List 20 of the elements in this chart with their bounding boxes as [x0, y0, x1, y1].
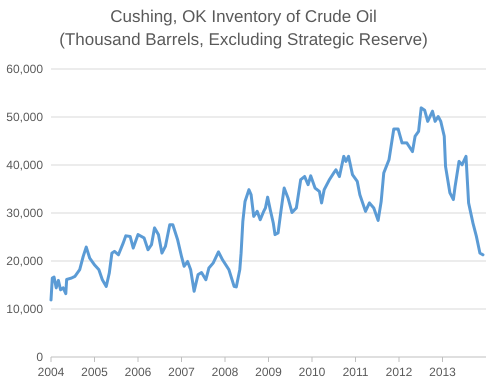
y-tick-label: 0 [36, 350, 44, 364]
y-tick-label: 60,000 [6, 62, 44, 76]
x-tick-label: 2007 [168, 365, 196, 379]
y-tick-label: 40,000 [6, 158, 44, 172]
x-tick-label: 2009 [255, 365, 282, 379]
chart-subtitle: (Thousand Barrels, Excluding Strategic Reserve) [59, 30, 428, 49]
x-tick-label: 2005 [81, 365, 108, 379]
x-tick-label: 2006 [124, 365, 152, 379]
chart-title: Cushing, OK Inventory of Crude Oil [110, 7, 377, 26]
x-tick-label: 2004 [38, 365, 65, 379]
y-tick-label: 20,000 [6, 254, 44, 268]
x-tick-label: 2011 [342, 365, 369, 379]
x-tick-label: 2012 [386, 365, 413, 379]
y-tick-label: 50,000 [6, 110, 44, 124]
y-tick-label: 10,000 [6, 302, 44, 316]
x-tick-label: 2008 [212, 365, 239, 379]
x-tick-label: 2010 [298, 365, 326, 379]
x-tick-label: 2013 [429, 365, 456, 379]
y-tick-label: 30,000 [6, 206, 44, 220]
line-series [50, 106, 484, 302]
